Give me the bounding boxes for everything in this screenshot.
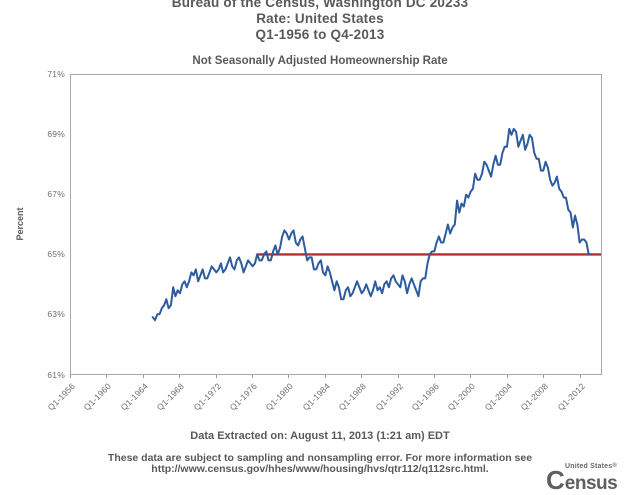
census-bureau-logo: United States® Census	[546, 463, 636, 493]
x-tick-mark	[543, 375, 545, 378]
x-tick-label: Q1-2000	[446, 381, 478, 413]
x-tick-label: Q1-1992	[373, 381, 405, 413]
x-tick-label: Q1-1972	[191, 381, 223, 413]
sampling-error-note: These data are subject to sampling and n…	[107, 452, 533, 464]
x-tick-mark	[106, 375, 108, 378]
x-tick-mark	[506, 375, 508, 378]
x-tick-mark	[434, 375, 435, 378]
x-tick-label: Q1-1960	[82, 381, 114, 413]
y-tick-label: 61%	[47, 369, 65, 380]
x-tick-mark	[361, 375, 363, 378]
x-tick-label: Q1-1980	[264, 381, 296, 413]
x-tick-label: Q1-2012	[555, 381, 587, 413]
x-tick-label: Q1-1988	[336, 381, 369, 413]
y-axis-label: Percent	[15, 207, 25, 241]
header-line-rate: Rate: United States	[256, 11, 384, 26]
x-tick-mark	[470, 375, 472, 378]
header-line-range: Q1-1956 to Q4-2013	[255, 27, 385, 42]
x-tick-mark	[397, 375, 399, 378]
x-tick-mark	[252, 375, 253, 378]
source-url: http://www.census.gov/hhes/www/housing/h…	[151, 463, 489, 475]
census-hvs-chart-page: { "header": { "line1": "Bureau of the Ce…	[15, 0, 618, 493]
logo-census-text: Census	[546, 465, 618, 495]
data-extracted-note: Data Extracted on: August 11, 2013 (1:21…	[190, 430, 450, 442]
x-tick-mark	[288, 375, 290, 378]
x-tick-mark	[70, 375, 71, 378]
x-tick-mark	[142, 375, 144, 378]
y-tick-label: 69%	[47, 128, 65, 139]
chart-title: Not Seasonally Adjusted Homeownership Ra…	[192, 55, 448, 67]
y-tick-label: 63%	[47, 309, 65, 320]
y-tick-label: 71%	[47, 68, 65, 79]
registered-mark-icon: ®	[612, 463, 617, 469]
x-tick-mark	[324, 375, 326, 378]
homeownership-rate-line	[151, 127, 593, 322]
y-tick-label: 65%	[47, 249, 65, 260]
header-line-bureau: Bureau of the Census, Washington DC 2023…	[171, 0, 469, 10]
plot-area	[70, 74, 602, 375]
y-tick-label: 67%	[47, 188, 65, 199]
line-chart-svg	[151, 127, 601, 322]
logo-united-states-text: United States®	[565, 463, 617, 470]
x-tick-mark	[179, 375, 181, 378]
x-tick-label: Q1-2008	[518, 381, 551, 413]
x-tick-mark	[579, 375, 581, 378]
x-tick-label: Q1-1968	[154, 381, 187, 413]
x-tick-mark	[215, 375, 217, 378]
